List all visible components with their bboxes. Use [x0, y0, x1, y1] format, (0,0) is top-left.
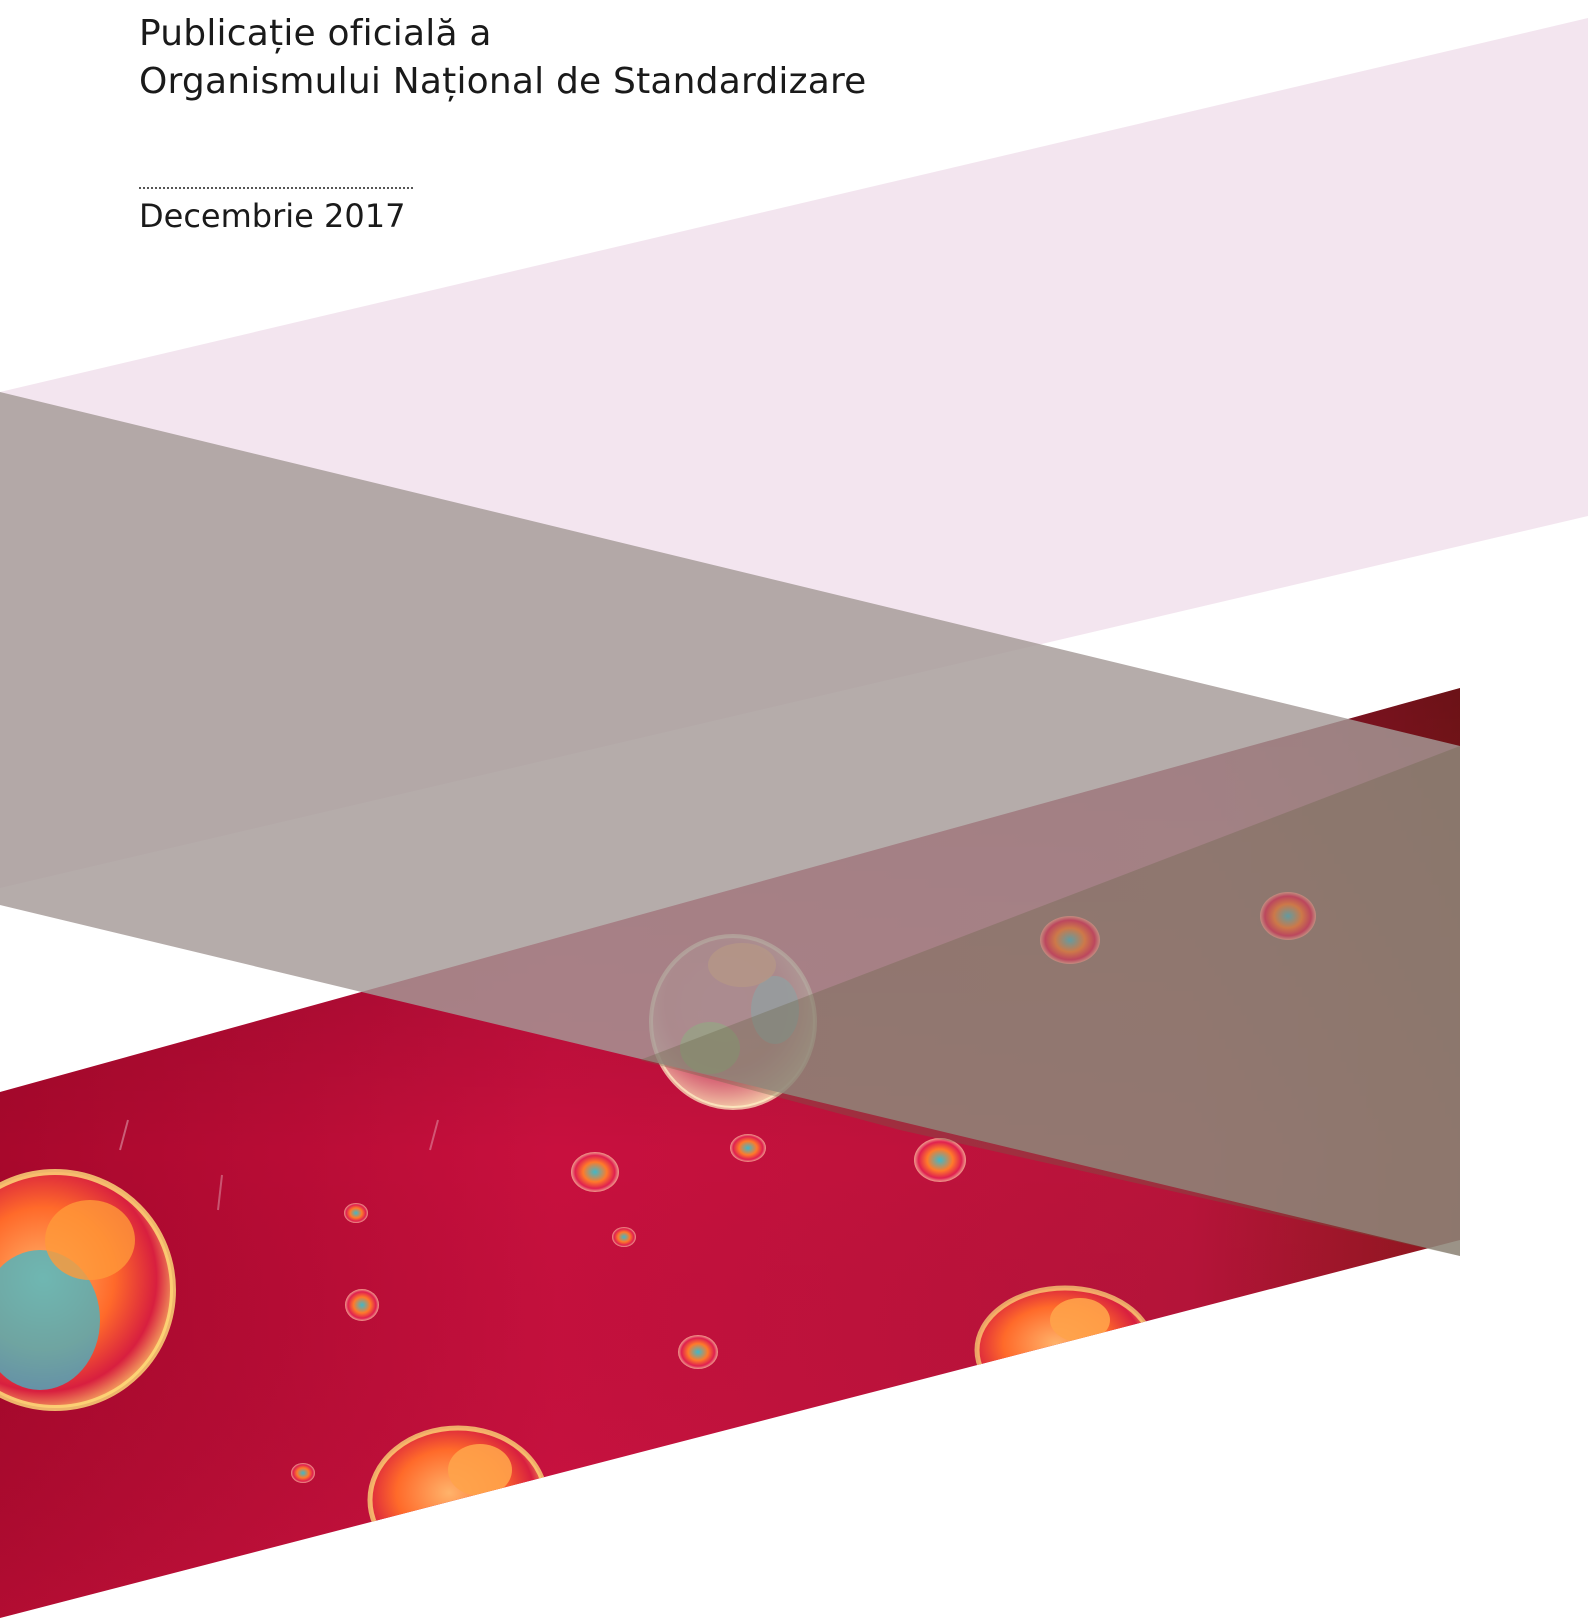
publication-line-1: Publicație oficială a: [139, 13, 492, 54]
publication-line-2: Organismului Național de Standardizare: [139, 61, 867, 102]
publication-header: Publicație oficială a Organismului Națio…: [139, 10, 867, 106]
taupe-band: [0, 392, 1460, 1256]
issue-date: Decembrie 2017: [139, 197, 406, 235]
dotted-divider: [139, 187, 413, 189]
taupe-olive-tint: [640, 746, 1460, 1256]
